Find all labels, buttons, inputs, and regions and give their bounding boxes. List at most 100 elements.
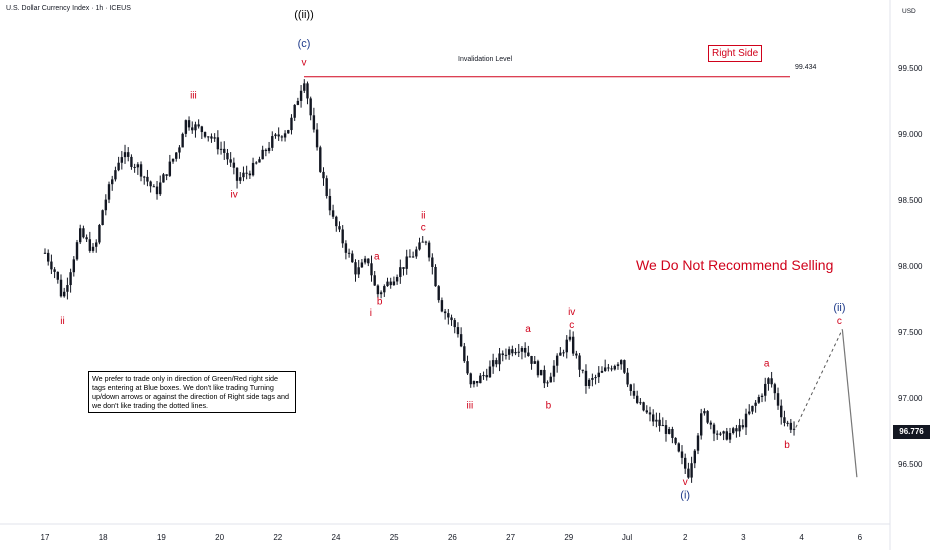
- candle-body: [587, 379, 591, 386]
- candle-body: [597, 372, 600, 378]
- candle-body: [85, 237, 88, 240]
- x-tick-label: 6: [858, 533, 863, 542]
- candle-body: [424, 241, 428, 243]
- candle-body: [53, 269, 56, 272]
- wave-label: ii: [421, 210, 425, 221]
- y-tick-label: 96.500: [898, 460, 923, 469]
- candle-body: [168, 161, 172, 176]
- candle-body: [203, 132, 207, 137]
- candle-body: [251, 162, 255, 176]
- y-tick-label: 98.500: [898, 196, 923, 205]
- candle-body: [539, 369, 543, 376]
- candle-body: [751, 405, 754, 412]
- candle-body: [341, 229, 344, 244]
- candle-body: [706, 411, 709, 423]
- currency-label: USD: [902, 8, 916, 15]
- candle-body: [267, 147, 271, 152]
- candle-body: [690, 463, 693, 478]
- candle-body: [277, 134, 280, 137]
- candle-body: [187, 120, 191, 128]
- candle-body: [431, 257, 434, 267]
- wave-label: (c): [298, 38, 311, 50]
- wave-label: (i): [680, 489, 690, 501]
- wave-label: iii: [467, 401, 474, 412]
- candle-body: [421, 241, 424, 243]
- candle-body: [603, 367, 607, 371]
- candle-body: [392, 281, 396, 286]
- wave-label: c: [837, 316, 842, 327]
- candle-body: [299, 90, 303, 101]
- candle-body: [719, 433, 722, 435]
- candle-body: [712, 424, 716, 434]
- candle-body: [456, 327, 460, 335]
- candle-body: [725, 431, 729, 440]
- wave-label: v: [301, 57, 306, 68]
- candle-body: [450, 317, 453, 321]
- projection-solid-line: [841, 329, 858, 478]
- candle-body: [565, 339, 568, 353]
- candle-body: [632, 390, 636, 396]
- current-price-label: 96.776: [893, 425, 930, 439]
- candle-body: [296, 100, 300, 105]
- candle-body: [491, 360, 495, 367]
- candle-body: [594, 377, 597, 379]
- candle-body: [639, 402, 642, 404]
- candle-body: [735, 428, 738, 432]
- candle-body: [469, 373, 472, 385]
- candle-body: [479, 375, 482, 384]
- candle-body: [245, 172, 248, 174]
- candle-body: [130, 156, 133, 167]
- candle-body: [549, 376, 552, 383]
- candle-body: [111, 179, 114, 185]
- candle-body: [658, 419, 661, 426]
- x-tick-label: 24: [332, 533, 341, 542]
- candle-body: [155, 186, 159, 195]
- candle-body: [716, 433, 719, 435]
- candle-body: [197, 124, 200, 127]
- candle-body: [216, 137, 220, 150]
- candle-body: [303, 83, 306, 91]
- candle-body: [514, 352, 517, 354]
- candle-body: [50, 261, 53, 270]
- candle-body: [619, 360, 623, 365]
- candle-body: [56, 271, 60, 280]
- candle-body: [315, 129, 319, 148]
- candle-body: [613, 365, 616, 370]
- candle-body: [235, 167, 239, 181]
- candle-body: [536, 361, 540, 376]
- x-tick-label: 4: [799, 533, 804, 542]
- candle-body: [351, 253, 354, 263]
- candle-body: [271, 136, 274, 148]
- candle-body: [152, 186, 156, 188]
- candle-body: [780, 405, 783, 418]
- projection-dashed-line: [795, 329, 843, 428]
- x-tick-label: 2: [683, 533, 688, 542]
- candle-body: [447, 313, 450, 318]
- wave-label: ii: [60, 316, 64, 327]
- wave-label: a: [374, 251, 380, 262]
- candle-body: [434, 266, 437, 287]
- candle-body: [309, 98, 312, 116]
- candle-body: [178, 147, 181, 153]
- candle-body: [143, 176, 146, 178]
- candle-body: [104, 199, 108, 211]
- candle-body: [376, 285, 380, 295]
- candle-body: [475, 381, 479, 384]
- candle-body: [546, 382, 549, 384]
- candle-body: [709, 422, 713, 425]
- candle-body: [584, 370, 588, 386]
- wave-label: b: [784, 440, 790, 451]
- candle-body: [370, 263, 373, 276]
- candle-body: [69, 272, 72, 286]
- candle-body: [255, 162, 258, 164]
- wave-label: v: [683, 477, 688, 488]
- candle-body: [239, 177, 242, 181]
- candle-body: [645, 410, 648, 413]
- candle-body: [616, 364, 620, 366]
- disclaimer-box: We prefer to trade only in direction of …: [88, 371, 296, 413]
- candle-body: [287, 130, 290, 134]
- candle-body: [213, 137, 216, 139]
- candle-body: [440, 300, 444, 312]
- candle-body: [732, 428, 735, 434]
- candle-body: [511, 349, 514, 354]
